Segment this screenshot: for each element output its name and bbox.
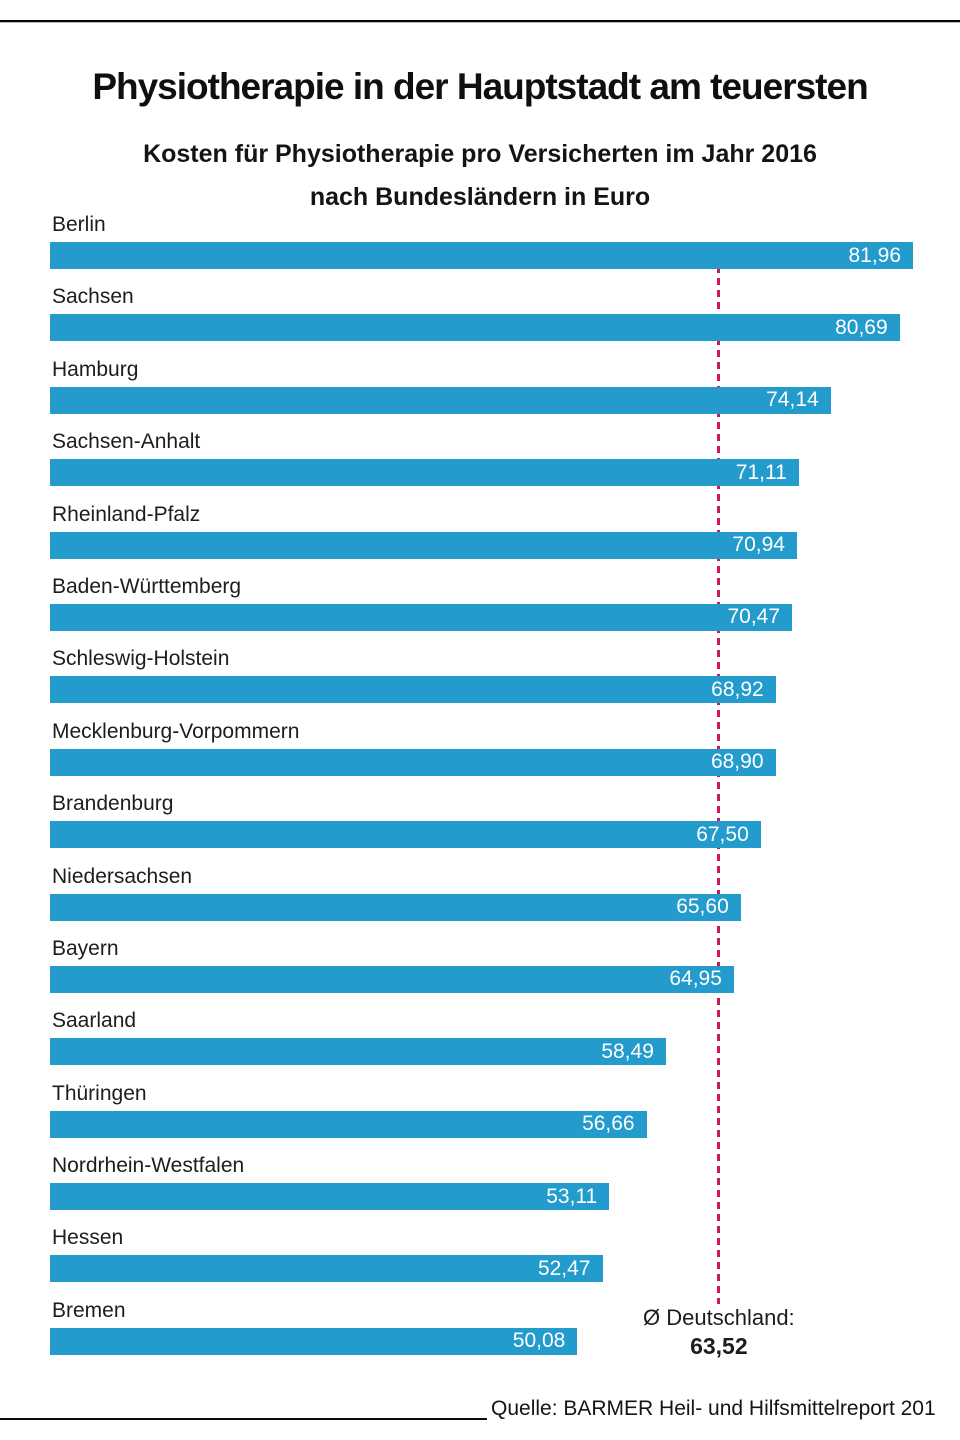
category-label: Sachsen-Anhalt: [52, 430, 201, 454]
value-label: 80,69: [835, 315, 888, 339]
bar-row: Bayern 64,95: [0, 936, 960, 1008]
average-annotation: Ø Deutschland: 63,52: [589, 1304, 849, 1360]
category-label: Mecklenburg-Vorpommern: [52, 719, 300, 743]
value-label: 56,66: [582, 1112, 635, 1136]
value-label: 52,47: [537, 1256, 591, 1280]
value-bar: 58,49: [50, 1038, 666, 1066]
bar-row: Rheinland-Pfalz 70,94: [0, 502, 960, 574]
value-bar: 56,66: [50, 1110, 647, 1138]
value-label: 70,94: [732, 533, 785, 557]
page-title: Physiotherapie in der Hauptstadt am teue…: [92, 66, 868, 107]
category-label: Saarland: [52, 1009, 137, 1033]
category-label: Nordrhein-Westfalen: [52, 1154, 245, 1178]
footer-divider: [0, 1418, 487, 1420]
bar-row: Mecklenburg-Vorpommern 68,90: [0, 719, 960, 791]
value-label: 50,08: [512, 1329, 566, 1353]
category-label: Sachsen: [52, 285, 134, 309]
value-bar: 53,11: [50, 1183, 610, 1211]
bar-chart: Berlin 81,96 Sachsen 80,69 Hamburg 74,14 Sachs…: [0, 212, 960, 1382]
bar-row: Baden-Württemberg 70,47: [0, 574, 960, 646]
value-label: 67,50: [696, 822, 749, 846]
category-label: Baden-Württemberg: [52, 574, 242, 598]
category-label: Berlin: [52, 213, 106, 236]
value-bar: 65,60: [50, 893, 741, 921]
bar-row: Saarland 58,49: [0, 1008, 960, 1080]
value-bar: 68,92: [50, 676, 776, 704]
average-value: 63,52: [690, 1333, 748, 1359]
value-label: 58,49: [601, 1039, 654, 1063]
bar-row: Nordrhein-Westfalen 53,11: [0, 1153, 960, 1225]
bar-row: Thüringen 56,66: [0, 1081, 960, 1153]
value-label: 68,92: [711, 677, 764, 701]
value-bar: 64,95: [50, 965, 734, 993]
chart-subtitle: Kosten für Physiotherapie pro Versichert…: [0, 133, 960, 219]
value-label: 65,60: [676, 895, 729, 919]
value-bar: 52,47: [50, 1255, 603, 1283]
value-bar: 81,96: [50, 242, 914, 269]
value-label: 68,90: [710, 750, 764, 774]
chart-subtitle-line1: Kosten für Physiotherapie pro Versichert…: [143, 140, 817, 168]
bar-row: Hessen 52,47: [0, 1225, 960, 1297]
category-label: Brandenburg: [52, 792, 174, 816]
category-label: Rheinland-Pfalz: [52, 502, 201, 526]
value-label: 71,11: [735, 460, 787, 484]
source-credit: Quelle: BARMER Heil- und Hilfsmittelrepo…: [491, 1397, 936, 1420]
value-bar: 70,47: [50, 603, 793, 631]
category-label: Thüringen: [52, 1081, 147, 1105]
bar-rows: Berlin 81,96 Sachsen 80,69 Hamburg 74,14 Sachs…: [0, 212, 960, 1370]
average-label: Ø Deutschland:: [643, 1305, 795, 1330]
category-label: Bayern: [52, 936, 119, 960]
category-label: Bremen: [52, 1298, 126, 1322]
chart-subtitle-line2: nach Bundesländern in Euro: [309, 183, 651, 211]
value-label: 70,47: [727, 605, 781, 629]
value-bar: 70,94: [50, 531, 797, 559]
category-label: Schleswig-Holstein: [52, 647, 230, 671]
bar-row: Sachsen 80,69: [0, 284, 960, 356]
top-divider: [0, 20, 960, 23]
category-label: Hamburg: [52, 357, 139, 381]
value-label: 74,14: [766, 388, 819, 412]
bar-row: Bremen 50,08: [0, 1298, 960, 1370]
value-bar: 71,11: [50, 459, 799, 487]
bar-row: Niedersachsen 65,60: [0, 864, 960, 936]
bar-row: Berlin 81,96: [0, 212, 960, 284]
bar-row: Schleswig-Holstein 68,92: [0, 646, 960, 718]
value-bar: 67,50: [50, 821, 761, 849]
category-label: Hessen: [52, 1226, 124, 1250]
bar-row: Sachsen-Anhalt 71,11: [0, 429, 960, 501]
value-bar: 80,69: [50, 314, 900, 342]
category-label: Niedersachsen: [52, 864, 193, 888]
value-label: 53,11: [546, 1184, 598, 1208]
value-bar: 74,14: [50, 386, 831, 414]
bar-row: Hamburg 74,14: [0, 357, 960, 429]
value-label: 81,96: [848, 243, 902, 267]
value-bar: 68,90: [50, 748, 776, 776]
bar-row: Brandenburg 67,50: [0, 791, 960, 863]
value-label: 64,95: [669, 967, 722, 991]
value-bar: 50,08: [50, 1327, 578, 1355]
